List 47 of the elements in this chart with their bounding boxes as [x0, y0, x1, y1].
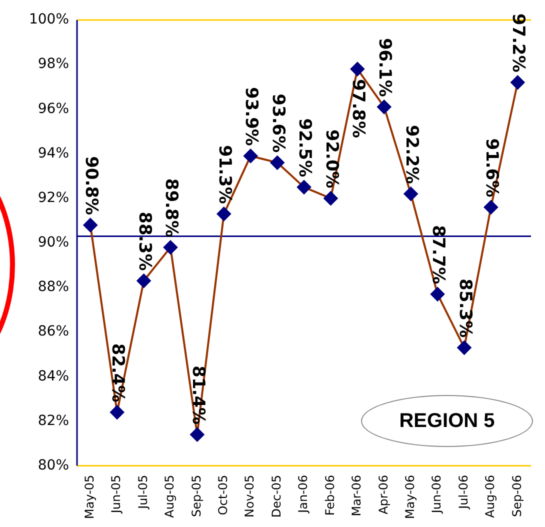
- y-tick-label: 96%: [38, 100, 70, 117]
- x-tick-label: Nov-05: [242, 474, 257, 518]
- data-label: 92.5%: [294, 118, 315, 178]
- x-tick-label: Jan-06: [296, 474, 310, 514]
- y-tick-label: 84%: [38, 368, 70, 384]
- y-tick-label: 98%: [38, 56, 70, 72]
- x-tick-label: Jun-05: [109, 474, 124, 514]
- data-label: 93.9%: [241, 86, 262, 146]
- data-label: 91.3%: [214, 144, 234, 204]
- x-tick-label: Mar-06: [350, 474, 364, 516]
- data-label: 97.8%: [348, 79, 368, 138]
- data-label: 96.1%: [374, 38, 395, 97]
- data-label: 81.4%: [188, 366, 208, 425]
- data-label: 97.2%: [508, 13, 528, 72]
- data-label: 90.8%: [80, 156, 101, 216]
- y-tick-label: 90%: [38, 234, 70, 251]
- x-tick-label: Jul-05: [136, 474, 150, 510]
- y-tick-label: 94%: [38, 145, 70, 162]
- data-label: 87.7%: [428, 225, 448, 284]
- x-tick-label: Sep-05: [189, 474, 204, 518]
- x-tick-label: Oct-05: [216, 474, 230, 516]
- x-tick-label: Apr-06: [376, 474, 390, 514]
- data-label: 88.3%: [134, 212, 154, 271]
- ellipse-outline: REGION 5: [361, 395, 533, 447]
- data-label: 92.2%: [401, 124, 422, 184]
- x-tick-label: Aug-06: [483, 474, 498, 518]
- data-label: 93.6%: [268, 94, 288, 153]
- y-tick-label: 88%: [38, 279, 70, 296]
- data-label: 92.0%: [321, 129, 342, 188]
- x-tick-label: Jul-06: [456, 474, 470, 510]
- data-label: 91.6%: [482, 138, 502, 198]
- y-tick-label: 92%: [38, 190, 70, 206]
- y-tick-label: 100%: [28, 12, 70, 28]
- x-tick-label: Feb-06: [322, 474, 337, 516]
- x-tick-label: May-06: [402, 474, 417, 520]
- y-tick-label: 82%: [38, 412, 70, 429]
- x-tick-label: Jun-06: [430, 474, 444, 514]
- data-label: 85.3%: [454, 278, 475, 338]
- y-tick-label: 80%: [38, 457, 70, 474]
- y-tick-label: 86%: [38, 324, 70, 340]
- data-label: 89.8%: [161, 178, 182, 238]
- x-tick-label: Aug-05: [162, 474, 177, 518]
- x-tick-label: Dec-05: [269, 474, 284, 518]
- x-tick-label: Sep-06: [510, 474, 524, 518]
- x-tick-label: May-05: [82, 474, 96, 520]
- data-label: 82.4%: [108, 343, 128, 402]
- annotation: REGION 5: [399, 410, 495, 432]
